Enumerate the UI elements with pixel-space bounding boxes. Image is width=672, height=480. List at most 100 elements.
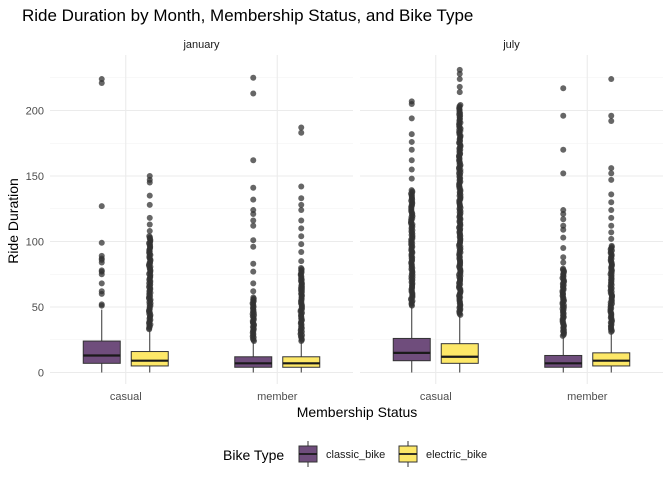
outlier-point: [608, 242, 615, 249]
outlier-point: [98, 239, 105, 246]
outlier-point: [298, 264, 305, 271]
facet-label-july: july: [502, 39, 520, 51]
legend-label-classic_bike: classic_bike: [326, 449, 385, 461]
outlier-point: [560, 245, 567, 252]
outlier-point: [408, 166, 415, 173]
outlier-point: [250, 237, 257, 244]
y-tick-label: 150: [26, 171, 44, 183]
y-tick-label: 50: [32, 302, 44, 314]
outlier-point: [456, 66, 463, 73]
outlier-point: [608, 170, 615, 177]
outlier-point: [250, 74, 257, 81]
panel-january: january casual member: [50, 39, 353, 403]
legend-item-classic_bike: classic_bike: [298, 441, 385, 467]
outlier-point: [560, 222, 567, 229]
outlier-point: [560, 254, 567, 261]
outlier-point: [250, 288, 257, 295]
box-member-classic_bike: [234, 74, 273, 373]
outlier-point: [146, 221, 153, 228]
outlier-point: [457, 101, 464, 108]
outlier-point: [560, 112, 567, 119]
box-member-electric_bike: [282, 124, 321, 373]
outlier-point: [608, 191, 615, 198]
outlier-point: [250, 260, 257, 267]
outlier-point: [608, 76, 615, 83]
outlier-point: [146, 214, 153, 221]
plot-panels: january casual member july casual member 0 50 10…: [26, 39, 663, 403]
box-body: [592, 352, 631, 367]
box-body: [282, 356, 321, 368]
chart-title: Ride Duration by Month, Membership Statu…: [22, 6, 473, 25]
outlier-point: [560, 207, 567, 214]
outlier-point: [98, 301, 105, 308]
box-body: [440, 343, 479, 364]
outlier-point: [250, 207, 257, 214]
box-body: [82, 340, 121, 364]
y-tick-label: 0: [38, 368, 44, 380]
outlier-point: [608, 235, 615, 242]
outlier-point: [298, 241, 305, 248]
box-casual-electric_bike: [130, 173, 169, 373]
outlier-point: [608, 112, 615, 119]
outlier-point: [560, 216, 567, 223]
outlier-point: [560, 259, 567, 266]
outlier-point: [298, 217, 305, 224]
outlier-point: [608, 117, 615, 124]
box-body: [130, 351, 169, 367]
outlier-point: [298, 248, 305, 255]
outlier-point: [98, 280, 105, 287]
x-axis-title: Membership Status: [297, 404, 418, 420]
outlier-point: [250, 243, 257, 250]
outlier-point: [98, 267, 105, 274]
box-member-electric_bike: [592, 76, 631, 373]
outlier-point: [608, 229, 615, 236]
outlier-point: [98, 203, 105, 210]
legend-label-electric_bike: electric_bike: [426, 449, 487, 461]
box-member-classic_bike: [544, 85, 583, 373]
outlier-point: [298, 233, 305, 240]
box-casual-classic_bike: [392, 98, 431, 373]
outlier-point: [298, 207, 305, 214]
outlier-point: [250, 222, 257, 229]
outlier-point: [298, 258, 305, 265]
outlier-point: [250, 294, 257, 301]
outlier-point: [456, 89, 463, 96]
y-axis-title: Ride Duration: [5, 178, 21, 264]
outlier-point: [408, 175, 415, 182]
outlier-point: [250, 268, 257, 275]
box-body: [234, 356, 273, 368]
outlier-point: [408, 157, 415, 164]
outlier-point: [608, 176, 615, 183]
outlier-point: [560, 146, 567, 153]
outlier-point: [298, 183, 305, 190]
outlier-point: [146, 228, 153, 235]
outlier-point: [146, 192, 153, 199]
outlier-point: [608, 222, 615, 229]
box-casual-classic_bike: [82, 76, 121, 373]
outlier-point: [456, 76, 463, 83]
outlier-point: [250, 184, 257, 191]
outlier-point: [408, 131, 415, 138]
outlier-point: [98, 76, 105, 83]
x-tick-label-casual: casual: [110, 391, 142, 403]
y-tick-label: 200: [26, 106, 44, 118]
outlier-point: [298, 201, 305, 208]
outlier-point: [608, 214, 615, 221]
outlier-point: [146, 233, 153, 240]
outlier-point: [408, 98, 415, 105]
outlier-point: [250, 217, 257, 224]
facet-label-january: january: [182, 39, 220, 51]
outlier-point: [98, 252, 105, 259]
box-casual-electric_bike: [440, 66, 479, 373]
box-body: [544, 354, 583, 368]
outlier-point: [298, 129, 305, 136]
x-tick-label-casual: casual: [420, 391, 452, 403]
outlier-point: [560, 85, 567, 92]
x-tick-label-member: member: [257, 391, 298, 403]
outlier-point: [146, 173, 153, 179]
legend-item-electric_bike: electric_bike: [398, 441, 487, 467]
panel-july: july casual member: [360, 39, 663, 403]
box-body: [392, 337, 431, 362]
outlier-point: [408, 146, 415, 153]
